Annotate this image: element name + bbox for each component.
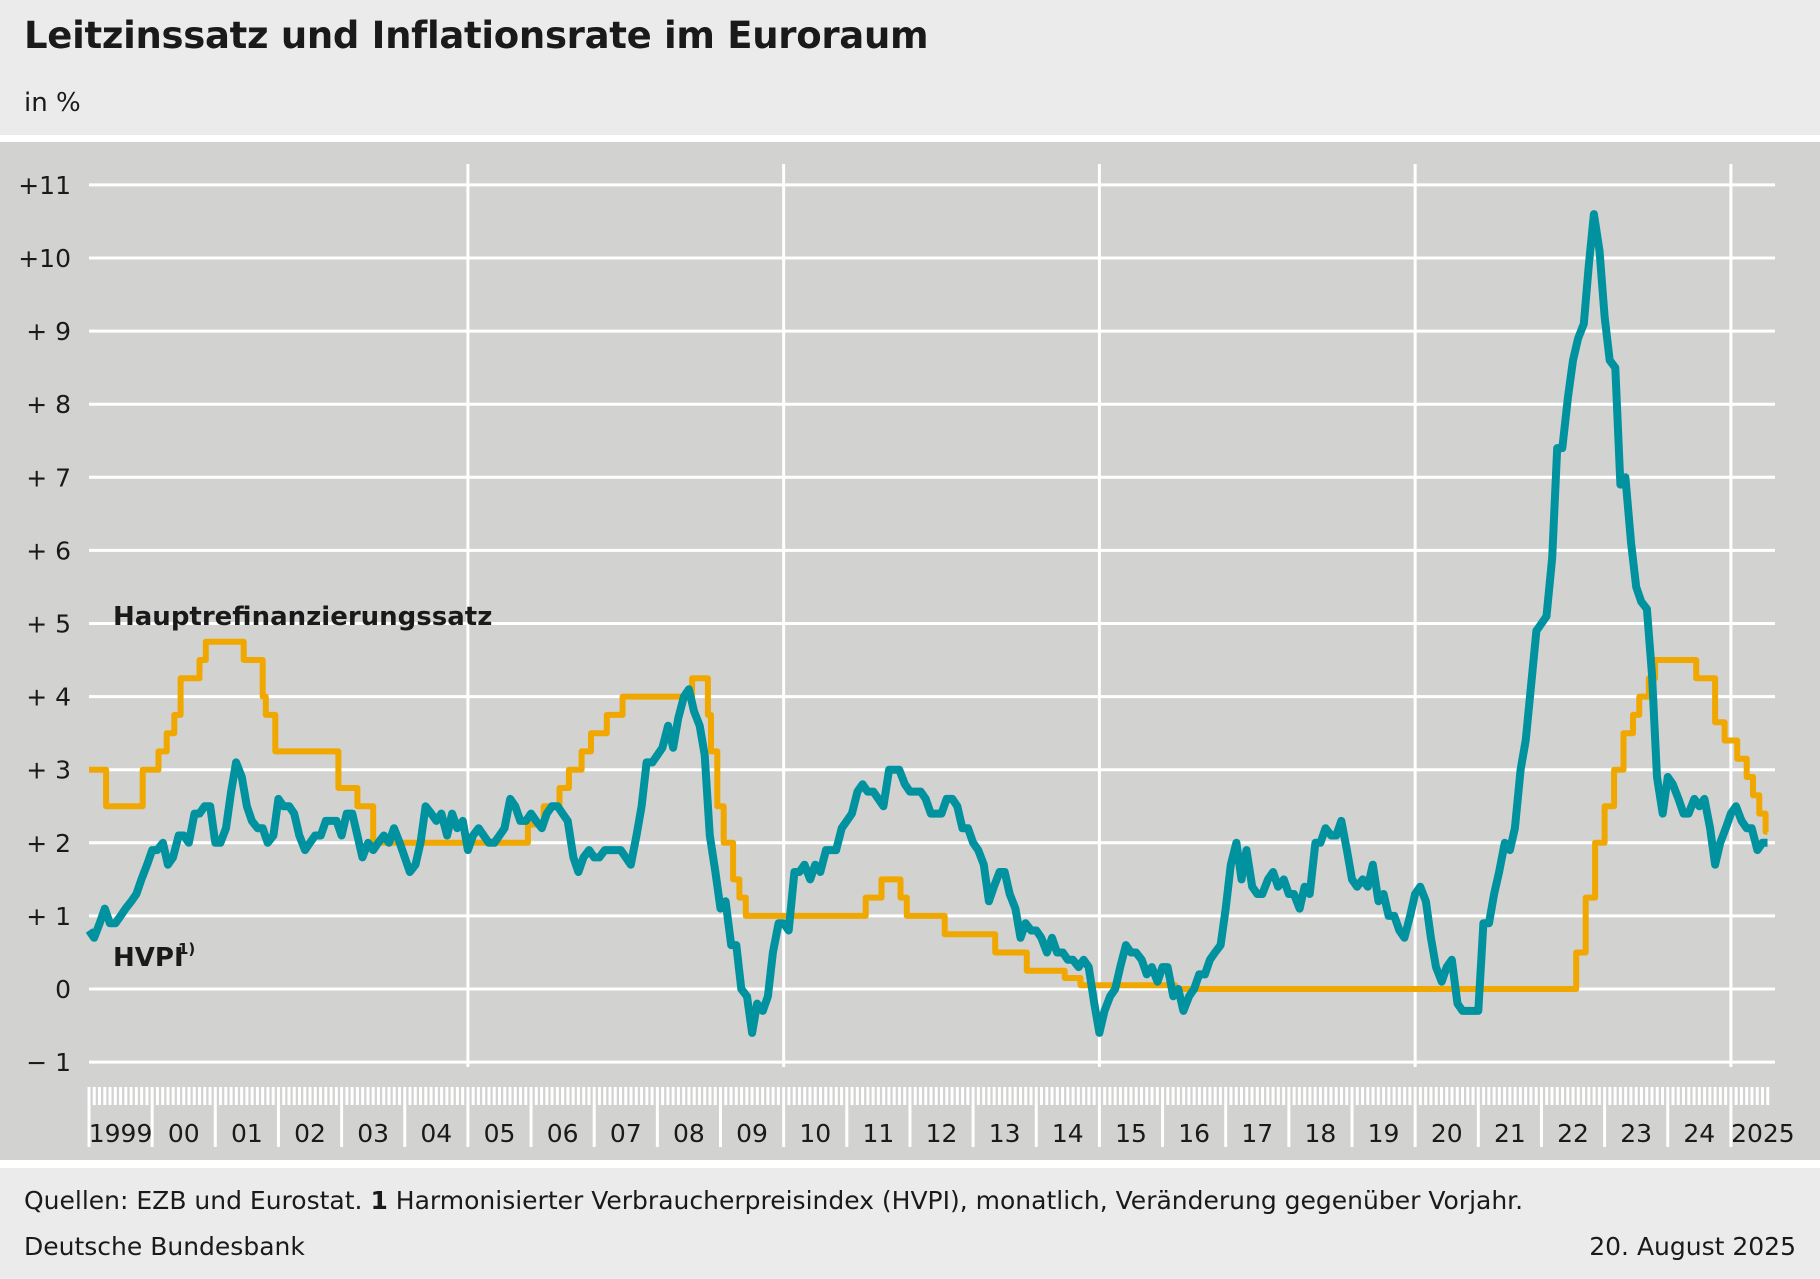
x-year-label: 16 bbox=[1178, 1119, 1210, 1148]
x-year-label: 2025 bbox=[1731, 1119, 1795, 1148]
x-year-label: 19 bbox=[1368, 1119, 1400, 1148]
y-tick-label: + 6 bbox=[26, 536, 71, 565]
chart: +11 +10 + 9 + 8 + 7 + 6 + 5 + 4 + 3 + 2 + 1 0 − 1 19… bbox=[0, 142, 1820, 1160]
y-tick-label: + 8 bbox=[26, 390, 71, 419]
x-year-label: 11 bbox=[862, 1119, 894, 1148]
x-year-label: 03 bbox=[357, 1119, 389, 1148]
bottom-divider bbox=[0, 1160, 1820, 1168]
chart-title: Leitzinssatz und Inflationsrate im Euror… bbox=[24, 14, 929, 57]
y-tick-label: + 5 bbox=[26, 610, 71, 639]
x-year-label: 15 bbox=[1115, 1119, 1147, 1148]
x-year-label: 01 bbox=[231, 1119, 263, 1148]
footnote-text: Harmonisierter Verbraucherpreisindex (HV… bbox=[395, 1186, 1524, 1215]
x-year-label: 09 bbox=[736, 1119, 768, 1148]
x-year-label: 05 bbox=[484, 1119, 516, 1148]
series-label-hicp-footnote: 1) bbox=[178, 940, 195, 958]
unit-label: in % bbox=[24, 88, 81, 118]
source-text: Quellen: EZB und Eurostat. bbox=[24, 1186, 363, 1215]
y-tick-label: +10 bbox=[18, 244, 71, 273]
source-note: Quellen: EZB und Eurostat. 1 Harmonisier… bbox=[24, 1186, 1523, 1215]
y-tick-label: + 9 bbox=[26, 317, 71, 346]
series-line-hicp bbox=[85, 210, 1768, 1037]
x-year-label: 00 bbox=[168, 1119, 200, 1148]
x-year-label: 22 bbox=[1557, 1119, 1589, 1148]
x-year-label: 10 bbox=[799, 1119, 831, 1148]
y-tick-label: + 7 bbox=[26, 463, 71, 492]
plot-background bbox=[0, 142, 1820, 1160]
y-tick-label: + 1 bbox=[26, 902, 71, 931]
x-year-label: 17 bbox=[1241, 1119, 1273, 1148]
y-tick-label: +11 bbox=[18, 171, 71, 200]
x-year-label: 24 bbox=[1683, 1119, 1715, 1148]
y-tick-label: + 4 bbox=[26, 683, 71, 712]
x-year-label: 18 bbox=[1305, 1119, 1337, 1148]
x-year-label: 08 bbox=[673, 1119, 705, 1148]
x-year-label: 12 bbox=[926, 1119, 958, 1148]
x-year-label: 02 bbox=[294, 1119, 326, 1148]
x-year-label: 23 bbox=[1620, 1119, 1652, 1148]
x-year-label: 06 bbox=[547, 1119, 579, 1148]
x-year-label: 04 bbox=[420, 1119, 452, 1148]
y-tick-label: + 3 bbox=[26, 756, 71, 785]
footnote-number: 1 bbox=[370, 1186, 388, 1215]
series-label-hicp-text: HVPI bbox=[113, 943, 184, 973]
y-tick-label: + 2 bbox=[26, 829, 71, 858]
y-tick-label: − 1 bbox=[26, 1048, 71, 1077]
x-year-label: 20 bbox=[1431, 1119, 1463, 1148]
top-divider bbox=[0, 135, 1820, 142]
publication-date: 20. August 2025 bbox=[1589, 1232, 1796, 1261]
x-year-label: 13 bbox=[989, 1119, 1021, 1148]
x-year-label: 07 bbox=[610, 1119, 642, 1148]
x-year-label: 21 bbox=[1494, 1119, 1526, 1148]
series-label-hicp: HVPI 1) bbox=[113, 940, 195, 973]
x-year-label: 14 bbox=[1052, 1119, 1084, 1148]
y-tick-label: 0 bbox=[55, 975, 71, 1004]
x-year-label: 1999 bbox=[89, 1119, 153, 1148]
publisher: Deutsche Bundesbank bbox=[24, 1232, 305, 1261]
series-label-policy-rate: Hauptrefinanzierungssatz bbox=[113, 602, 492, 632]
series-line-policy-rate bbox=[89, 638, 1769, 992]
